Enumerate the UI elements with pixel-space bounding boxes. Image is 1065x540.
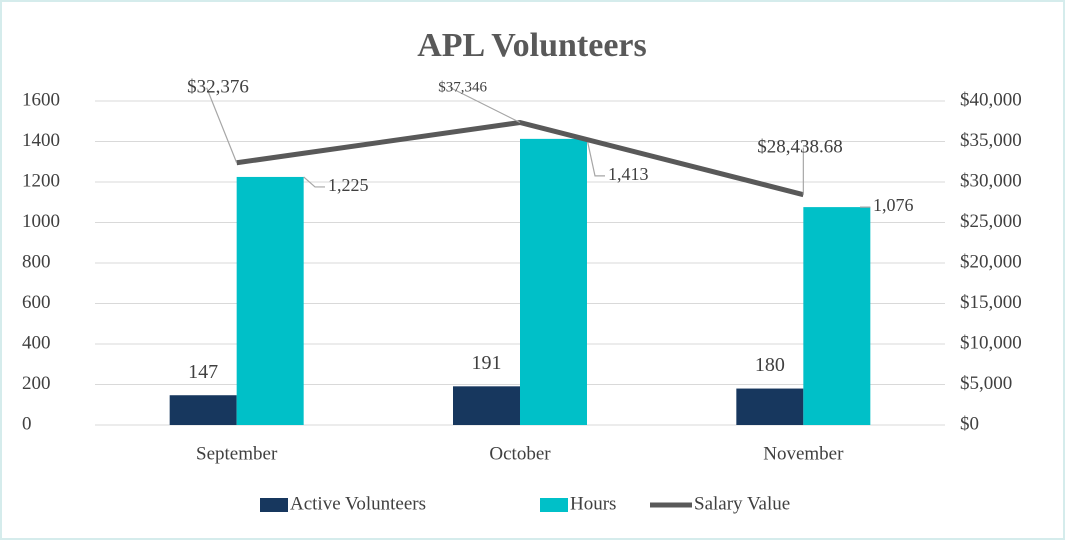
y2-tick-label: $15,000 — [960, 292, 1022, 313]
y2-tick-label: $40,000 — [960, 89, 1022, 110]
bar — [169, 395, 237, 425]
y-tick-label: 1000 — [22, 211, 60, 232]
data-label: $32,376 — [187, 76, 249, 97]
y2-tick-label: $30,000 — [960, 170, 1022, 191]
y2-tick-label: $35,000 — [960, 130, 1022, 151]
legend-label: Salary Value — [694, 493, 790, 514]
data-label: 180 — [755, 354, 785, 376]
data-label: 191 — [472, 352, 502, 374]
y-tick-label: 1600 — [22, 89, 60, 110]
legend-label: Hours — [570, 493, 616, 514]
y-tick-label: 200 — [22, 373, 51, 394]
data-label: 1,225 — [328, 175, 369, 195]
y2-tick-label: $5,000 — [960, 373, 1012, 394]
data-label: $37,346 — [438, 79, 487, 95]
x-tick-label: November — [763, 443, 844, 464]
bar — [236, 176, 304, 425]
bar — [803, 207, 871, 425]
y-tick-label: 600 — [22, 292, 51, 313]
y2-tick-label: $25,000 — [960, 211, 1022, 232]
legend-label: Active Volunteers — [290, 493, 426, 514]
x-tick-label: October — [489, 443, 551, 464]
y-tick-label: 400 — [22, 332, 51, 353]
y-tick-label: 1400 — [22, 130, 60, 151]
data-label: 1,413 — [608, 164, 649, 184]
legend-swatch — [260, 498, 288, 512]
bar — [453, 386, 520, 425]
y2-tick-label: $10,000 — [960, 332, 1022, 353]
y-tick-label: 1200 — [22, 170, 60, 191]
bar — [520, 138, 587, 425]
data-label: 147 — [188, 361, 218, 383]
data-label: 1,076 — [873, 195, 914, 215]
y-tick-label: 800 — [22, 251, 51, 272]
leader-line — [586, 138, 605, 177]
bar — [736, 388, 804, 425]
legend-swatch — [540, 498, 568, 512]
x-tick-label: September — [196, 443, 278, 464]
leader-line — [449, 86, 521, 124]
data-label: $28,438.68 — [757, 136, 843, 157]
leader-line — [206, 87, 238, 163]
leader-line — [303, 176, 325, 188]
y-tick-label: 0 — [22, 413, 32, 434]
y2-tick-label: $20,000 — [960, 251, 1022, 272]
y2-tick-label: $0 — [960, 413, 979, 434]
chart-title: APL Volunteers — [417, 27, 647, 64]
